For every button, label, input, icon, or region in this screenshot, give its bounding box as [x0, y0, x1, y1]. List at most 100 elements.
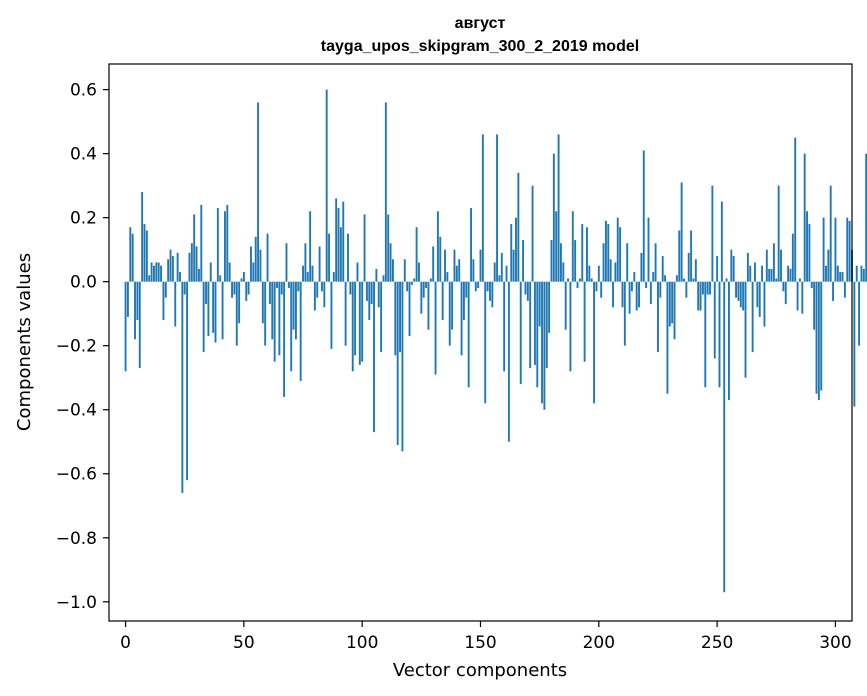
bar: [250, 246, 252, 282]
bar: [827, 249, 830, 282]
bar: [654, 243, 657, 282]
bar: [160, 265, 163, 282]
bar: [699, 281, 702, 311]
bar: [491, 281, 494, 308]
bar: [571, 211, 574, 282]
bar: [597, 265, 600, 282]
bar: [214, 281, 217, 343]
bar: [628, 281, 631, 314]
bar: [302, 265, 304, 282]
bar: [735, 281, 738, 298]
bar: [254, 236, 257, 282]
bar: [543, 281, 546, 410]
bar: [593, 281, 596, 404]
bar: [403, 259, 406, 282]
bar: [505, 265, 508, 282]
bar: [287, 281, 290, 289]
bar: [176, 252, 179, 282]
bar: [425, 281, 428, 289]
bar: [311, 265, 314, 282]
bar: [436, 211, 439, 282]
x-tick-label: 250: [701, 633, 733, 653]
bar: [562, 262, 565, 282]
bar: [768, 268, 771, 282]
bar: [813, 281, 816, 330]
bar: [515, 217, 517, 282]
bar: [339, 227, 342, 282]
bar: [131, 233, 134, 282]
bar: [451, 281, 454, 330]
bar: [396, 281, 399, 445]
bar: [164, 281, 167, 298]
bar: [652, 272, 655, 282]
bar: [763, 281, 766, 327]
bar: [268, 281, 271, 305]
bar: [498, 275, 501, 282]
bar: [865, 153, 867, 282]
bar: [666, 281, 669, 394]
bar: [685, 281, 688, 298]
bar: [344, 281, 347, 346]
bar: [484, 281, 487, 404]
bar: [590, 278, 593, 282]
chart-title: август: [455, 15, 506, 32]
x-tick-label: 200: [583, 633, 615, 653]
bar: [273, 281, 276, 362]
bar: [657, 281, 659, 353]
bar: [552, 153, 555, 282]
bar: [661, 256, 664, 282]
bar: [167, 259, 170, 282]
bar: [588, 265, 591, 282]
bar: [683, 278, 685, 282]
y-tick-label: 0.0: [70, 273, 97, 293]
bar: [209, 262, 212, 282]
bar: [704, 281, 707, 388]
bar: [474, 281, 477, 292]
bar: [810, 281, 813, 289]
bar: [290, 281, 293, 372]
bar: [749, 265, 752, 282]
x-tick-label: 150: [464, 633, 496, 653]
bar: [226, 204, 229, 282]
bar: [623, 281, 626, 346]
bar: [389, 243, 392, 282]
bar: [787, 265, 790, 282]
bar: [124, 281, 127, 372]
bar: [375, 268, 378, 282]
bar: [257, 102, 260, 282]
bar: [276, 281, 278, 289]
bar: [678, 230, 681, 282]
bar: [697, 281, 700, 311]
bar: [846, 217, 849, 282]
bar: [171, 256, 174, 282]
bar: [157, 262, 160, 282]
bar: [581, 224, 584, 282]
bar: [503, 281, 506, 372]
bar: [789, 268, 792, 282]
bar: [358, 281, 361, 365]
bar: [815, 281, 818, 394]
bar: [612, 281, 614, 308]
bar: [510, 224, 513, 282]
bar: [145, 230, 148, 282]
bar: [841, 272, 844, 282]
bar: [368, 281, 371, 321]
bar: [567, 278, 569, 282]
bar: [283, 281, 286, 397]
bar: [278, 281, 281, 356]
bar: [467, 281, 470, 388]
bar: [235, 281, 238, 346]
bar: [493, 262, 496, 282]
bar: [746, 252, 749, 282]
bars: [124, 89, 867, 593]
bar: [569, 281, 572, 372]
bar: [548, 281, 551, 333]
bar: [420, 281, 423, 314]
bar: [803, 153, 806, 282]
bar: [413, 278, 416, 282]
y-tick-label: −0.4: [56, 401, 97, 421]
bar: [439, 236, 442, 282]
bar: [292, 281, 295, 330]
bar: [602, 243, 605, 282]
